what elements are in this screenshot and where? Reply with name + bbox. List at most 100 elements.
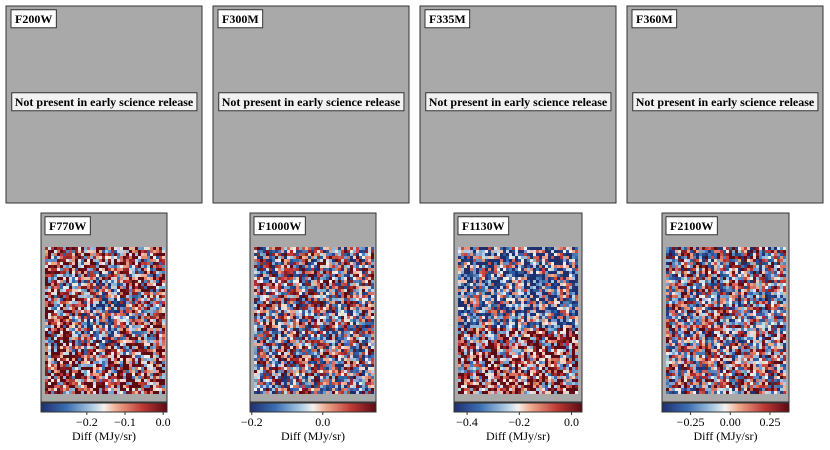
map-pixel (500, 247, 503, 250)
map-pixel (75, 295, 78, 298)
map-pixel (81, 376, 84, 379)
map-pixel (281, 289, 284, 292)
map-pixel (135, 373, 138, 376)
map-pixel (63, 388, 66, 391)
map-pixel (108, 388, 111, 391)
map-pixel (344, 364, 347, 367)
map-pixel (260, 340, 263, 343)
map-pixel (105, 295, 108, 298)
map-pixel (494, 286, 497, 289)
map-pixel (48, 370, 51, 373)
map-pixel (114, 319, 117, 322)
map-pixel (293, 352, 296, 355)
map-pixel (141, 331, 144, 334)
map-pixel (332, 364, 335, 367)
map-pixel (338, 346, 341, 349)
map-pixel (78, 343, 81, 346)
map-pixel (503, 283, 506, 286)
map-pixel (359, 379, 362, 382)
map-pixel (48, 256, 51, 259)
map-pixel (144, 373, 147, 376)
map-pixel (332, 253, 335, 256)
map-pixel (308, 331, 311, 334)
map-pixel (329, 253, 332, 256)
map-pixel (362, 262, 365, 265)
map-pixel (138, 265, 141, 268)
map-pixel (275, 262, 278, 265)
map-pixel (129, 337, 132, 340)
map-pixel (66, 331, 69, 334)
map-pixel (153, 385, 156, 388)
map-pixel (293, 253, 296, 256)
map-pixel (72, 256, 75, 259)
map-pixel (69, 364, 72, 367)
map-pixel (284, 274, 287, 277)
map-pixel (90, 364, 93, 367)
map-pixel (93, 340, 96, 343)
map-pixel (84, 286, 87, 289)
map-pixel (338, 376, 341, 379)
map-pixel (150, 361, 153, 364)
map-pixel (341, 286, 344, 289)
map-pixel (302, 334, 305, 337)
map-pixel (485, 301, 488, 304)
map-pixel (96, 307, 99, 310)
map-pixel (63, 265, 66, 268)
map-pixel (572, 292, 575, 295)
map-pixel (105, 364, 108, 367)
map-pixel (278, 352, 281, 355)
map-pixel (551, 313, 554, 316)
map-pixel (515, 289, 518, 292)
map-pixel (497, 289, 500, 292)
map-pixel (84, 250, 87, 253)
map-pixel (159, 313, 162, 316)
map-pixel (129, 301, 132, 304)
map-pixel (458, 322, 461, 325)
map-pixel (278, 310, 281, 313)
map-pixel (254, 307, 257, 310)
map-pixel (45, 343, 48, 346)
map-pixel (111, 274, 114, 277)
map-pixel (144, 382, 147, 385)
map-pixel (344, 340, 347, 343)
map-pixel (57, 382, 60, 385)
map-pixel (341, 253, 344, 256)
map-pixel (108, 304, 111, 307)
map-pixel (123, 388, 126, 391)
map-pixel (314, 313, 317, 316)
map-pixel (81, 349, 84, 352)
map-pixel (356, 370, 359, 373)
map-pixel (482, 307, 485, 310)
map-pixel (69, 289, 72, 292)
map-pixel (99, 337, 102, 340)
map-pixel (305, 391, 308, 394)
map-pixel (141, 325, 144, 328)
map-pixel (111, 373, 114, 376)
map-pixel (120, 277, 123, 280)
map-pixel (84, 256, 87, 259)
map-pixel (278, 382, 281, 385)
map-pixel (254, 373, 257, 376)
map-pixel (153, 373, 156, 376)
map-pixel (260, 247, 263, 250)
map-pixel (263, 358, 266, 361)
map-pixel (102, 277, 105, 280)
map-pixel (269, 391, 272, 394)
map-pixel (284, 280, 287, 283)
map-pixel (305, 337, 308, 340)
map-pixel (162, 331, 165, 334)
map-pixel (108, 286, 111, 289)
map-pixel (144, 379, 147, 382)
map-pixel (371, 349, 374, 352)
map-pixel (266, 253, 269, 256)
map-pixel (144, 298, 147, 301)
map-pixel (272, 391, 275, 394)
map-pixel (54, 265, 57, 268)
map-pixel (269, 280, 272, 283)
map-pixel (326, 355, 329, 358)
map-pixel (509, 304, 512, 307)
map-pixel (548, 250, 551, 253)
map-pixel (365, 352, 368, 355)
map-pixel (266, 283, 269, 286)
map-pixel (554, 277, 557, 280)
